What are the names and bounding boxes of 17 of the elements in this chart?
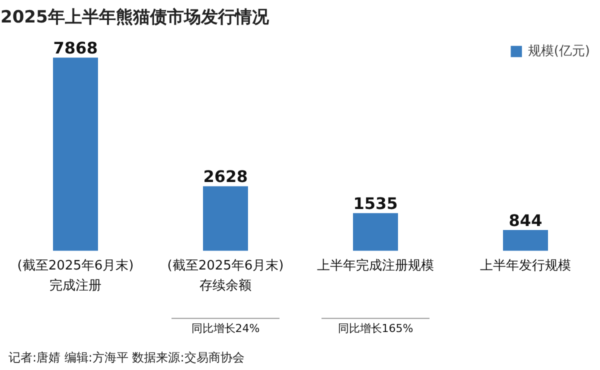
bar bbox=[353, 213, 398, 251]
x-tick-label: (截至2025年6月末) 存续余额 bbox=[167, 258, 284, 294]
x-tick-label: 上半年发行规模 bbox=[480, 258, 571, 274]
data-label: 2628 bbox=[203, 167, 248, 186]
text: 同比增长24% bbox=[191, 322, 260, 336]
bar bbox=[203, 186, 248, 251]
x-tick-label: (截至2025年6月末) 完成注册 bbox=[17, 258, 134, 294]
bar bbox=[53, 58, 98, 251]
data-label: 1535 bbox=[353, 194, 398, 214]
data-label: 7868 bbox=[53, 38, 98, 58]
data-label: 844 bbox=[508, 211, 542, 230]
legend-label: 规模(亿元) bbox=[528, 43, 590, 60]
chart-title: 2025年上半年熊猫债市场发行情况 bbox=[0, 8, 270, 28]
text: 同比增长165% bbox=[338, 322, 414, 336]
text: 记者:唐婧 编辑:方海平 数据来源:交易商协会 bbox=[8, 350, 244, 364]
x-tick-label: 上半年完成注册规模 bbox=[317, 257, 434, 274]
bar bbox=[503, 230, 548, 251]
